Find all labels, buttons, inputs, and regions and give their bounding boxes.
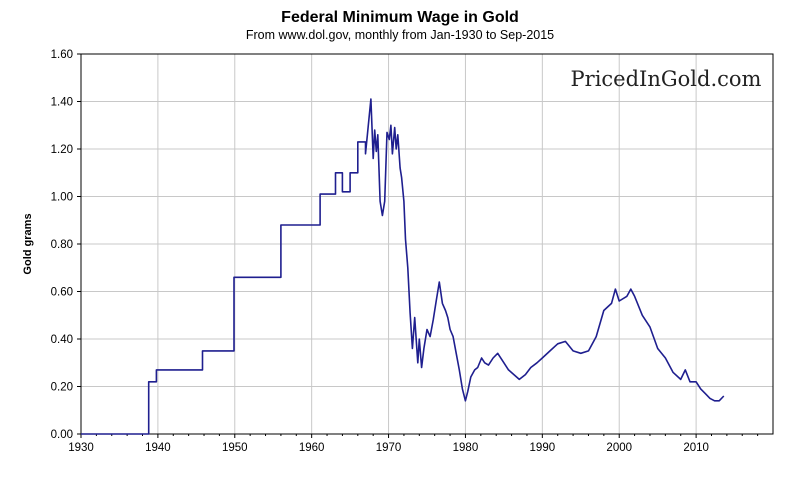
plot-frame	[80, 53, 774, 435]
y-tick-label: 0.80	[51, 239, 73, 251]
y-axis-label: Gold grams	[22, 213, 34, 274]
y-tick-label: 0.20	[51, 382, 73, 394]
x-axis: 1930 1940 1950 1960 1970 1980 1990 2000 2010	[68, 434, 759, 454]
x-tick-label: 1970	[376, 442, 402, 454]
y-tick-label: 1.00	[51, 192, 73, 204]
y-axis: 0.00 0.20 0.40 0.60 0.80 1.00 1.20 1.40 1.60	[51, 49, 81, 441]
x-tick-label: 2010	[683, 442, 709, 454]
y-tick-label: 1.60	[51, 49, 73, 61]
y-tick-label: 1.40	[51, 97, 73, 109]
chart-title: Federal Minimum Wage in Gold	[281, 9, 519, 26]
x-tick-label: 1990	[530, 442, 556, 454]
y-tick-label: 0.60	[51, 287, 73, 299]
x-tick-label: 1980	[453, 442, 479, 454]
series-line-0	[81, 98, 725, 435]
y-tick-label: 0.00	[51, 429, 73, 441]
y-tick-label: 0.40	[51, 334, 73, 346]
chart-subtitle: From www.dol.gov, monthly from Jan-1930 …	[246, 28, 554, 42]
x-tick-label: 1930	[68, 442, 94, 454]
x-tick-label: 1950	[222, 442, 248, 454]
watermark: PricedInGold.com	[571, 67, 762, 91]
series-layer	[81, 98, 725, 435]
x-tick-label: 1960	[299, 442, 325, 454]
x-tick-label: 1940	[145, 442, 171, 454]
x-tick-label: 2000	[606, 442, 632, 454]
y-tick-label: 1.20	[51, 144, 73, 156]
grid	[80, 53, 773, 435]
